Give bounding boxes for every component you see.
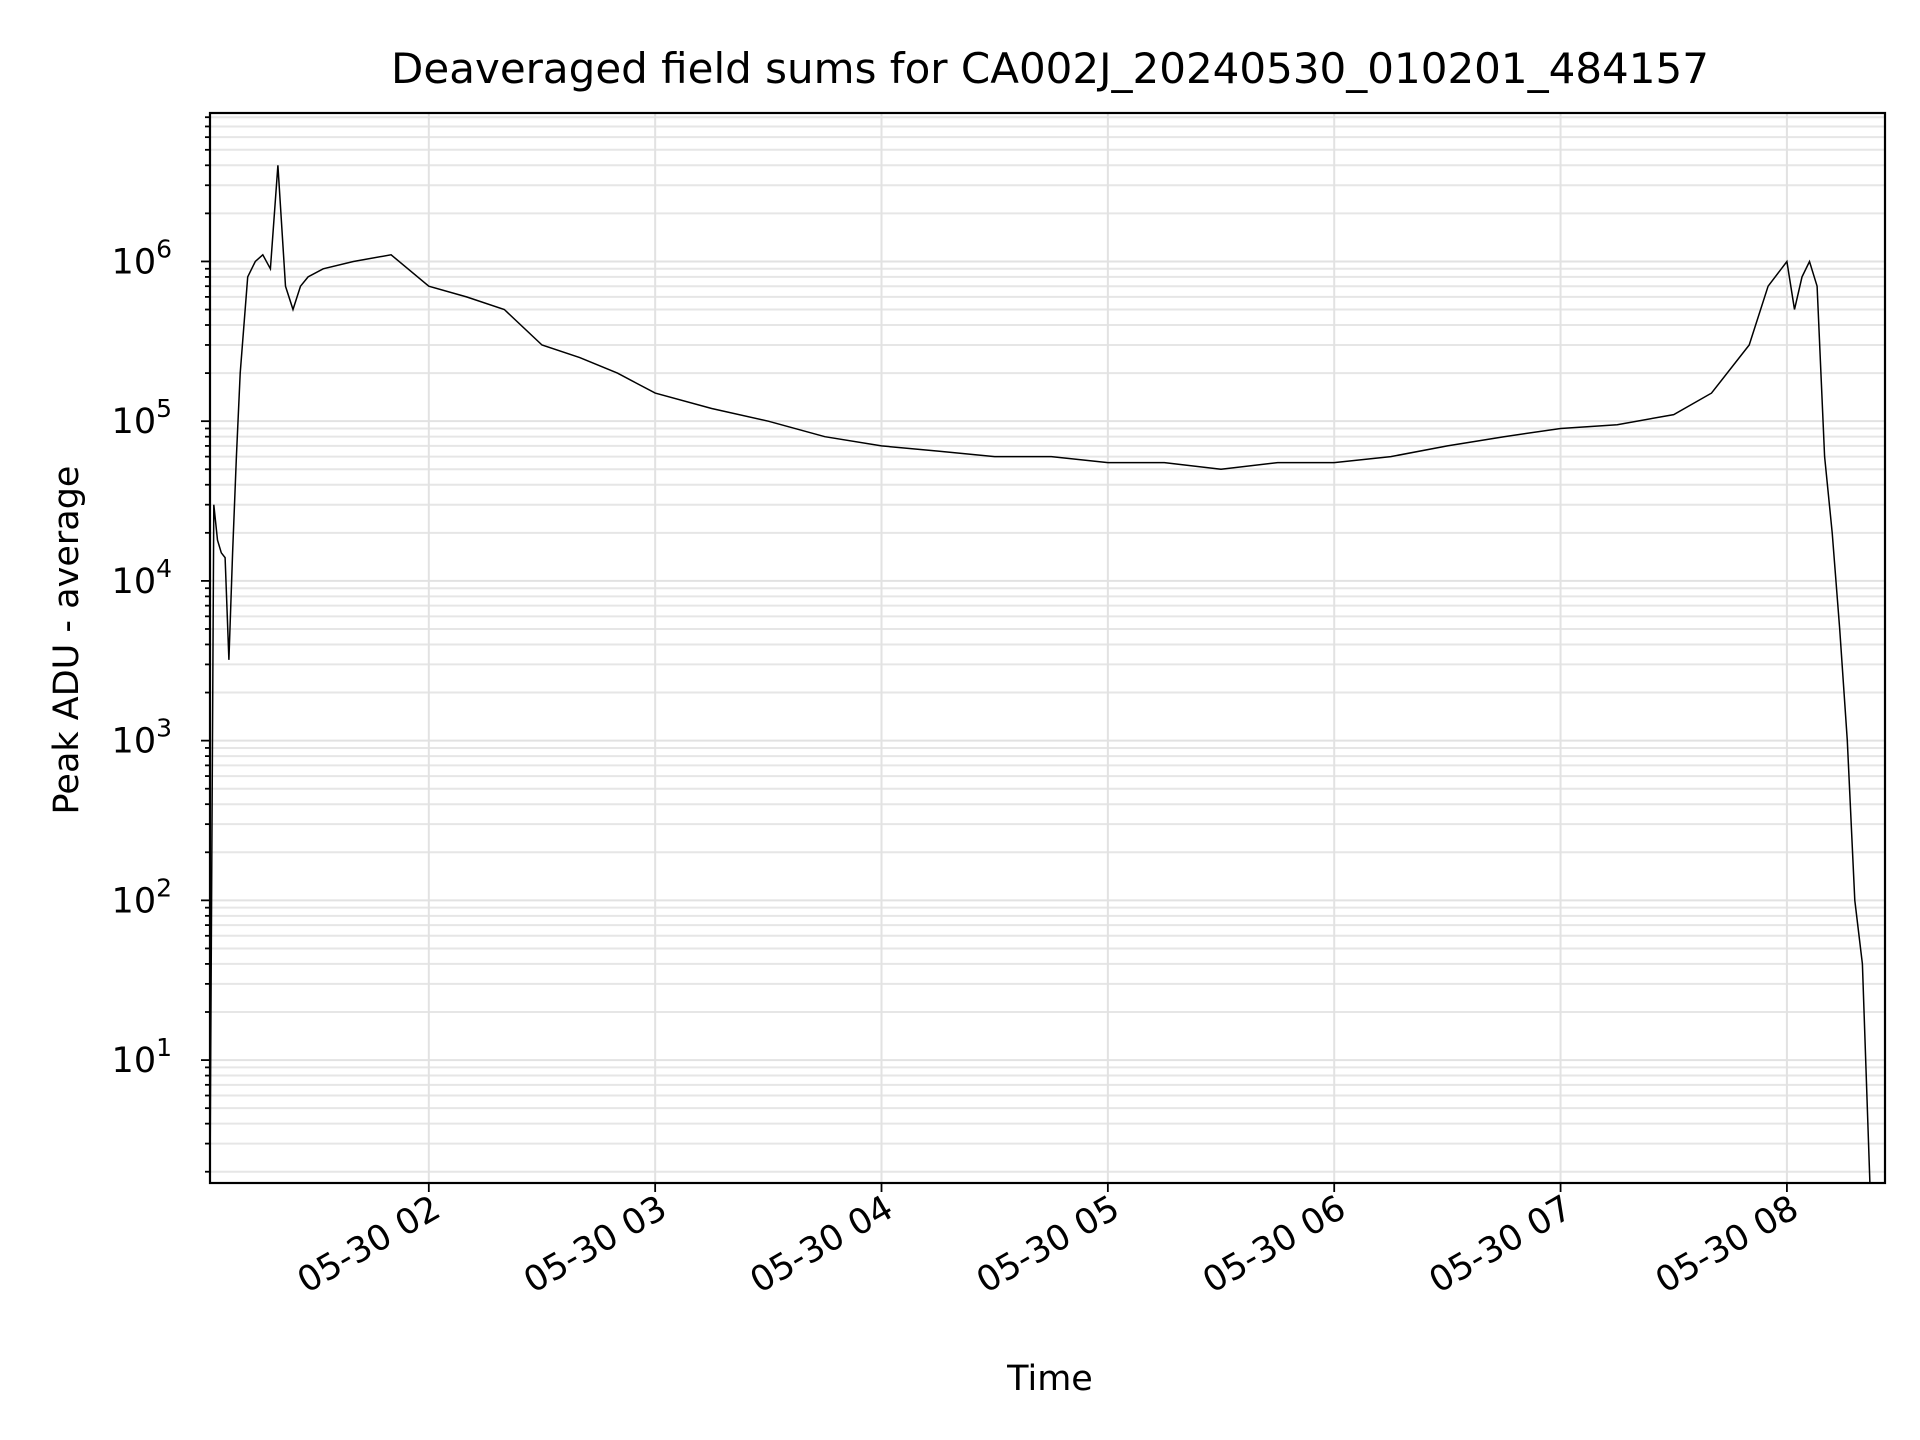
chart-title: Deaveraged field sums for CA002J_2024053… [391,44,1709,93]
x-tick-label: 05-30 04 [744,1188,900,1301]
y-axis-label: Peak ADU - average [47,466,87,815]
x-tick-label: 05-30 06 [1196,1188,1352,1301]
x-tick-label: 05-30 03 [517,1188,673,1301]
x-tick-label: 05-30 05 [970,1188,1126,1301]
y-tick-label: 106 [112,234,172,282]
y-tick-label: 104 [112,554,172,602]
x-tick-label: 05-30 07 [1423,1188,1579,1301]
series-layer [209,165,1874,1184]
y-tick-label: 105 [112,394,172,442]
grid [210,113,1885,1183]
x-tick-label: 05-30 08 [1649,1188,1805,1301]
y-tick-label: 101 [112,1033,172,1081]
series-line [209,165,1874,1184]
x-axis-label: Time [1006,1359,1093,1399]
plot-frame [208,111,1887,1185]
y-tick-label: 102 [112,873,172,921]
y-tick-label: 103 [112,714,172,762]
x-tick-label: 05-30 02 [291,1188,447,1301]
